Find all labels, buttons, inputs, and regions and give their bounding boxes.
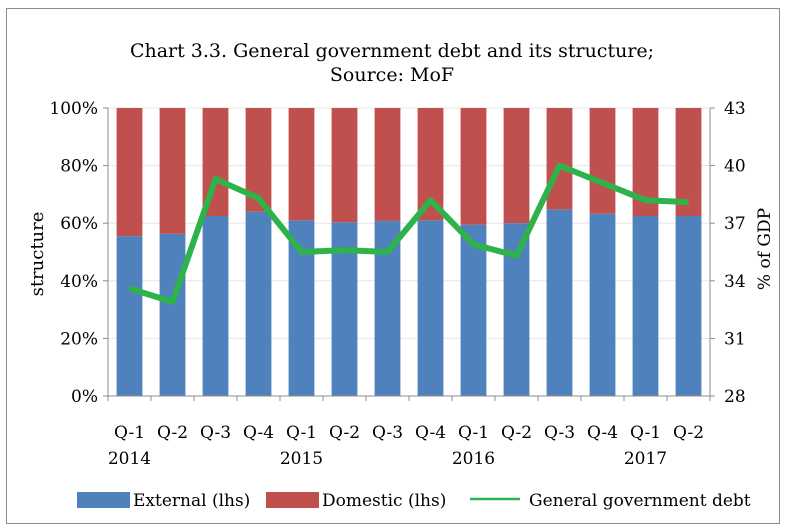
debt-line-path	[128, 162, 689, 305]
bar-external	[288, 220, 315, 396]
left-tick-label: 0%	[71, 387, 98, 407]
bar-external	[546, 209, 573, 396]
bar-domestic	[374, 108, 401, 221]
bar-domestic	[288, 108, 315, 221]
chart-svg: Chart 3.3. General government debt and i…	[27, 40, 775, 511]
bar-external	[589, 213, 616, 396]
bar-domestic	[589, 108, 616, 214]
year-label: 2015	[280, 449, 323, 469]
right-tick-label: 31	[724, 329, 746, 349]
bar-external	[632, 216, 659, 396]
x-tick-label: Q-3	[200, 423, 231, 443]
chart-title-line2: Source: MoF	[330, 64, 454, 86]
left-tick-label: 20%	[60, 329, 98, 349]
bar-domestic	[675, 108, 702, 216]
x-tick-label: Q-2	[673, 423, 704, 443]
bar-external	[202, 216, 229, 396]
year-label: 2016	[452, 449, 495, 469]
right-tick-label: 28	[724, 387, 746, 407]
legend-label-domestic: Domestic (lhs)	[322, 491, 446, 511]
right-tick-labels: 28 31 34 37 40 43	[724, 99, 746, 407]
legend-label-external: External (lhs)	[133, 491, 250, 511]
x-tick-label: Q-1	[458, 423, 489, 443]
left-axis-label: structure	[27, 212, 48, 297]
bar-domestic	[331, 108, 358, 223]
bar-external	[417, 220, 444, 396]
x-tick-label: Q-1	[114, 423, 145, 443]
bar-external	[159, 233, 186, 396]
axes	[103, 107, 715, 401]
right-tick-label: 40	[724, 157, 746, 177]
x-tick-label: Q-2	[157, 423, 188, 443]
x-tick-label: Q-4	[587, 423, 618, 443]
right-tick-label: 37	[724, 214, 746, 234]
debt-line	[128, 162, 689, 305]
legend-swatch-external	[77, 492, 130, 508]
left-tick-label: 100%	[49, 99, 98, 119]
right-tick-label: 34	[724, 272, 746, 292]
legend-swatch-domestic	[266, 492, 319, 508]
x-tick-labels: Q-1 Q-2 Q-3 Q-4 Q-1 Q-2 Q-3 Q-4 Q-1 Q-2 Q-3 Q-4 Q-1 Q…	[108, 423, 704, 469]
year-label: 2014	[108, 449, 151, 469]
bar-external	[675, 216, 702, 396]
bar-domestic	[460, 108, 487, 225]
chart-title-line1: Chart 3.3. General government debt and i…	[130, 40, 654, 62]
legend-label-debt: General government debt	[529, 491, 751, 511]
left-tick-label: 60%	[60, 214, 98, 234]
x-tick-label: Q-4	[415, 423, 446, 443]
x-tick-label: Q-2	[329, 423, 360, 443]
x-tick-label: Q-4	[243, 423, 274, 443]
right-axis-label: % of GDP	[755, 208, 775, 290]
year-label: 2017	[624, 449, 667, 469]
bar-external	[460, 224, 487, 396]
right-tick-label: 43	[724, 99, 746, 119]
left-tick-labels: 0% 20% 40% 60% 80% 100%	[49, 99, 98, 407]
x-tick-label: Q-3	[372, 423, 403, 443]
bar-external	[245, 211, 272, 396]
chart-frame: Chart 3.3. General government debt and i…	[6, 8, 780, 524]
bar-domestic	[503, 108, 530, 224]
x-tick-label: Q-1	[630, 423, 661, 443]
bar-domestic	[116, 108, 143, 237]
x-tick-label: Q-2	[501, 423, 532, 443]
bar-domestic	[159, 108, 186, 234]
x-tick-label: Q-3	[544, 423, 575, 443]
gridlines	[108, 107, 710, 397]
bar-domestic	[546, 108, 573, 210]
left-tick-label: 80%	[60, 157, 98, 177]
x-tick-label: Q-1	[286, 423, 317, 443]
bars	[116, 108, 702, 396]
bar-external	[374, 220, 401, 396]
legend: External (lhs) Domestic (lhs) General go…	[77, 491, 751, 511]
left-tick-label: 40%	[60, 272, 98, 292]
bar-external	[116, 236, 143, 396]
